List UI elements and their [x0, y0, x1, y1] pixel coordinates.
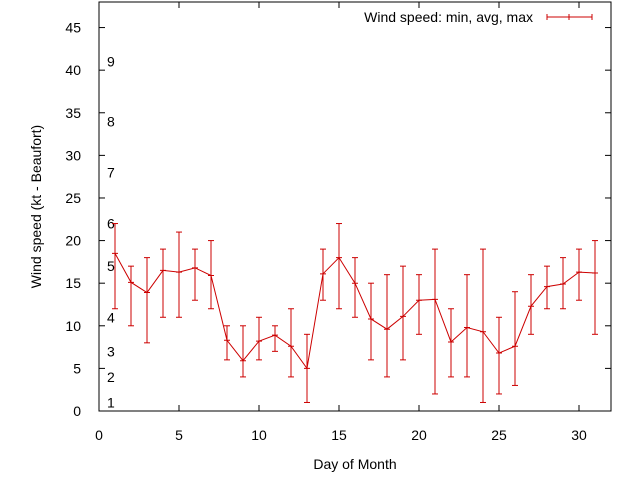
data-point	[160, 267, 166, 274]
beaufort-label: 1	[107, 394, 115, 410]
data-point	[320, 270, 326, 277]
x-tick-label: 20	[411, 427, 427, 443]
beaufort-label: 9	[107, 54, 115, 70]
data-point	[288, 343, 294, 350]
y-tick-label: 25	[65, 190, 81, 206]
beaufort-label: 8	[107, 113, 115, 129]
data-point	[464, 324, 470, 331]
data-point	[176, 269, 182, 276]
x-tick-label: 30	[571, 427, 587, 443]
y-tick-label: 10	[65, 318, 81, 334]
data-point	[592, 269, 598, 276]
x-axis-label: Day of Month	[313, 456, 396, 472]
y-tick-label: 5	[73, 360, 81, 376]
data-point	[512, 343, 518, 350]
series-layer	[112, 223, 598, 403]
beaufort-label: 6	[107, 216, 115, 232]
data-point	[192, 264, 198, 271]
data-point	[400, 313, 406, 320]
beaufort-label: 5	[107, 258, 115, 274]
beaufort-label: 2	[107, 369, 115, 385]
y-tick-label: 0	[73, 403, 81, 419]
data-point	[208, 272, 214, 279]
plot-frame	[98, 1, 612, 412]
legend: Wind speed: min, avg, max	[364, 9, 593, 25]
x-tick-label: 25	[491, 427, 507, 443]
data-point	[128, 279, 134, 286]
legend-label: Wind speed: min, avg, max	[364, 9, 533, 25]
beaufort-label: 4	[107, 309, 115, 325]
data-point	[416, 297, 422, 304]
data-point	[240, 357, 246, 364]
y-tick-label: 45	[65, 20, 81, 36]
data-point	[144, 289, 150, 296]
x-tick-label: 0	[95, 427, 103, 443]
data-point	[496, 350, 502, 357]
data-point	[448, 338, 454, 345]
beaufort-scale: 1 2 3 4 5 6 7 8 9	[107, 54, 115, 411]
y-tick-label: 40	[65, 62, 81, 78]
data-point	[256, 338, 262, 345]
y-tick-label: 20	[65, 233, 81, 249]
data-point	[480, 328, 486, 335]
data-point	[352, 280, 358, 287]
beaufort-label: 7	[107, 164, 115, 180]
data-point	[112, 250, 118, 257]
legend-sample	[546, 14, 593, 20]
data-point	[304, 365, 310, 372]
data-point	[544, 283, 550, 290]
data-point	[432, 296, 438, 303]
data-point	[528, 303, 534, 310]
x-tick-label: 10	[251, 427, 267, 443]
y-tick-label: 30	[65, 147, 81, 163]
y-tick-label: 35	[65, 105, 81, 121]
data-point	[336, 254, 342, 261]
beaufort-label: 3	[107, 343, 115, 359]
data-point	[576, 269, 582, 276]
data-point	[560, 281, 566, 288]
data-point	[368, 315, 374, 322]
data-point	[272, 332, 278, 339]
y-tick-label: 15	[65, 275, 81, 291]
x-tick-label: 15	[331, 427, 347, 443]
data-point	[384, 326, 390, 333]
x-tick-label: 5	[175, 427, 183, 443]
data-point	[224, 337, 230, 344]
y-axis-label: Wind speed (kt - Beaufort)	[28, 125, 44, 288]
